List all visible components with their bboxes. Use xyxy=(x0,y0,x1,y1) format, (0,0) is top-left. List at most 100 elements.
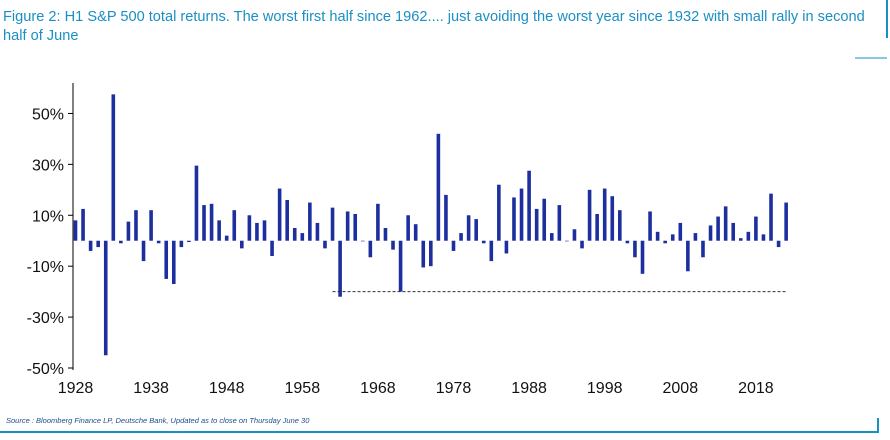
bar xyxy=(179,240,184,248)
bar xyxy=(527,170,531,241)
bar xyxy=(391,240,395,250)
y-tick-label: -50% xyxy=(27,361,64,378)
bar xyxy=(224,235,229,241)
bar xyxy=(277,188,282,241)
bar xyxy=(754,216,758,241)
bar xyxy=(398,240,403,292)
bar xyxy=(625,240,630,244)
y-tick-label: 30% xyxy=(32,157,64,174)
bar xyxy=(255,222,259,241)
bottom-rule xyxy=(0,431,878,433)
bar xyxy=(126,221,131,241)
bar xyxy=(723,206,728,241)
bar xyxy=(315,222,320,241)
bar xyxy=(338,240,342,297)
bar xyxy=(209,203,214,241)
bar xyxy=(640,240,645,274)
bar xyxy=(88,240,93,251)
y-tick-label: -10% xyxy=(27,259,64,276)
bar xyxy=(308,202,312,241)
bar xyxy=(421,240,426,268)
bar xyxy=(678,222,683,241)
x-tick-label: 1928 xyxy=(58,380,94,397)
bar xyxy=(240,240,244,249)
bar xyxy=(459,233,463,241)
bar xyxy=(451,240,456,251)
bar xyxy=(769,193,773,241)
bar xyxy=(761,234,766,241)
bar xyxy=(292,228,297,241)
bar xyxy=(164,240,169,279)
bar xyxy=(149,210,153,241)
bar xyxy=(270,240,274,256)
bar xyxy=(247,215,252,241)
bar xyxy=(633,240,637,258)
x-tick-label: 1988 xyxy=(511,380,547,397)
bar xyxy=(580,240,584,249)
bar xyxy=(489,240,494,262)
bar xyxy=(171,240,176,284)
x-tick-label: 1978 xyxy=(436,380,472,397)
bar xyxy=(156,240,161,244)
x-tick-label: 1968 xyxy=(360,380,396,397)
bottom-tick xyxy=(877,418,879,433)
bar xyxy=(776,240,781,248)
bar xyxy=(534,208,539,241)
bar xyxy=(565,240,569,242)
bar xyxy=(436,133,441,241)
bar xyxy=(103,240,108,356)
bar xyxy=(353,214,358,241)
bar xyxy=(285,200,289,241)
bar xyxy=(73,220,78,241)
bar xyxy=(497,184,501,241)
bar xyxy=(134,210,138,241)
bar xyxy=(602,188,607,241)
bar xyxy=(368,240,373,258)
bar xyxy=(670,234,675,241)
bar xyxy=(466,215,471,241)
bar xyxy=(111,94,116,241)
bar xyxy=(202,205,206,241)
bar xyxy=(300,233,305,241)
bar xyxy=(141,240,146,262)
bar xyxy=(784,202,788,241)
bar xyxy=(330,207,335,241)
x-tick-label: 1958 xyxy=(285,380,321,397)
bar xyxy=(345,211,350,241)
bar-chart: 50% 30% 10% -10% -30% -50% 1928 1938 1948 1958 196… xyxy=(27,83,788,397)
bar xyxy=(383,228,388,241)
x-tick-label: 1998 xyxy=(587,380,623,397)
bar xyxy=(572,229,577,241)
bar xyxy=(663,240,667,244)
x-tick-label: 1948 xyxy=(209,380,245,397)
bar xyxy=(512,197,516,241)
bar xyxy=(262,220,267,241)
x-tick-label: 2018 xyxy=(738,380,774,397)
bar xyxy=(618,210,622,241)
bar xyxy=(376,203,380,241)
bar xyxy=(194,165,199,241)
bar xyxy=(413,224,418,241)
bar xyxy=(686,240,690,272)
bar xyxy=(96,240,100,248)
bar xyxy=(429,240,433,267)
y-tick-label: 50% xyxy=(32,106,64,123)
bar xyxy=(406,215,410,241)
x-tick-label: 2008 xyxy=(663,380,699,397)
bar xyxy=(610,196,615,241)
bar xyxy=(232,210,237,241)
bar xyxy=(557,205,562,241)
bar xyxy=(746,231,751,241)
chart-title: Figure 2: H1 S&P 500 total returns. The … xyxy=(3,9,865,44)
bar xyxy=(693,233,698,241)
bar xyxy=(217,220,221,241)
bar xyxy=(648,211,652,241)
source-note: Source : Bloomberg Finance LP, Deutsche … xyxy=(6,416,310,425)
bar xyxy=(81,208,85,241)
bar xyxy=(731,222,736,241)
bar xyxy=(708,225,713,241)
x-tick-label: 1938 xyxy=(133,380,169,397)
y-tick-label: 10% xyxy=(32,208,64,225)
bar xyxy=(716,216,720,241)
bar xyxy=(701,240,705,258)
